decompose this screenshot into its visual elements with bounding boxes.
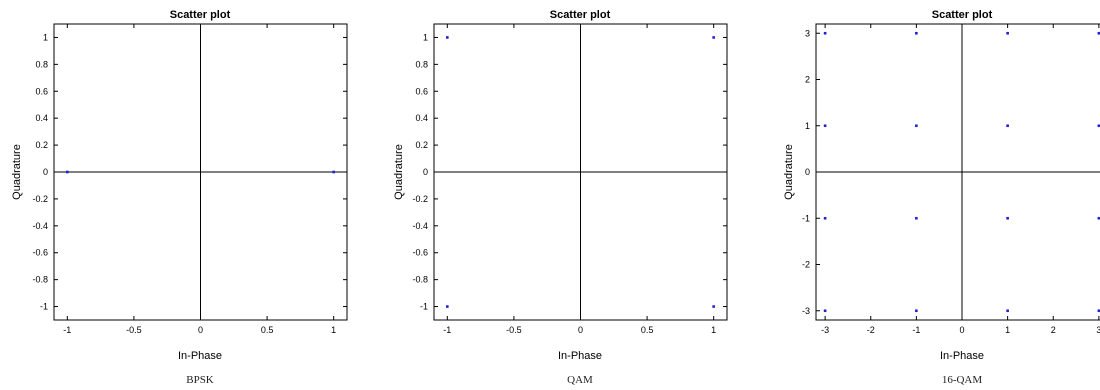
scatter-point: [712, 36, 715, 39]
y-tick-label: 0.4: [415, 113, 428, 123]
y-tick-label: 0.4: [35, 113, 48, 123]
x-tick-label: -1: [912, 325, 920, 335]
scatter-point: [915, 124, 918, 128]
x-axis-label: In-Phase: [940, 350, 984, 362]
x-tick-label: 1: [711, 325, 716, 335]
x-tick-label: 0.5: [261, 325, 274, 335]
y-tick-label: 0.6: [35, 86, 48, 96]
y-axis-label: Quadrature: [783, 144, 795, 200]
y-tick-label: 0.6: [415, 86, 428, 96]
scatter-point: [66, 170, 69, 174]
scatter-point: [823, 216, 827, 220]
y-tick-label: -0.4: [32, 221, 48, 231]
y-tick-label: 0.8: [35, 59, 48, 69]
y-axis-label: Quadrature: [393, 144, 405, 200]
scatter-point: [915, 309, 918, 313]
y-tick-label: 0.2: [35, 140, 48, 150]
scatter-point: [332, 170, 335, 174]
scatter-point: [1006, 31, 1009, 35]
scatter-point: [823, 31, 827, 35]
y-tick-label: -0.6: [412, 248, 428, 258]
scatter-point: [915, 31, 918, 35]
x-axis-label: In-Phase: [558, 350, 602, 362]
y-tick-label: 3: [805, 28, 810, 38]
scatter-panel-16qam: Scatter plot In-Phase Quadrature 16-QAM …: [783, 9, 1100, 386]
y-tick-label: -1: [420, 302, 428, 312]
y-axis-label: Quadrature: [11, 144, 23, 200]
y-tick-label: 0.2: [415, 140, 428, 150]
scatter-panel-bpsk: Scatter plot In-Phase Quadrature BPSK -1…: [11, 9, 348, 386]
y-tick-label: 0.8: [415, 59, 428, 69]
y-tick-label: 2: [805, 75, 810, 85]
x-tick-label: 0: [198, 325, 203, 335]
panel-title: Scatter plot: [170, 9, 231, 21]
x-tick-label: 2: [1051, 325, 1056, 335]
y-tick-label: -0.2: [412, 194, 428, 204]
scatter-panel-qam: Scatter plot In-Phase Quadrature QAM -1 -…: [393, 9, 728, 386]
panel-caption: BPSK: [186, 374, 214, 386]
y-tick-label: -3: [802, 306, 810, 316]
x-tick-label: -0.5: [506, 325, 522, 335]
x-tick-label: 0.5: [641, 325, 654, 335]
y-tick-label: -0.4: [412, 221, 428, 231]
x-tick-label: 1: [1005, 325, 1010, 335]
x-tick-label: 3: [1096, 325, 1100, 335]
y-tick-label: 1: [423, 32, 428, 42]
scatter-point: [1097, 31, 1100, 35]
y-tick-label: 1: [805, 121, 810, 131]
x-axis-label: In-Phase: [178, 350, 222, 362]
scatter-point: [1006, 309, 1009, 313]
panel-caption: QAM: [567, 374, 593, 386]
x-tick-label: -2: [867, 325, 875, 335]
y-tick-label: -0.8: [32, 275, 48, 285]
scatter-point: [823, 309, 827, 313]
panel-caption: 16-QAM: [942, 374, 983, 386]
y-tick-label: 1: [43, 32, 48, 42]
x-tick-label: -1: [63, 325, 71, 335]
scatter-point: [1097, 124, 1100, 128]
scatter-point: [1006, 124, 1009, 128]
scatter-point: [915, 216, 918, 220]
y-tick-label: 0: [43, 167, 48, 177]
y-tick-label: -0.6: [32, 248, 48, 258]
x-tick-label: 0: [959, 325, 964, 335]
scatter-point: [1006, 216, 1009, 220]
x-tick-label: -3: [821, 325, 829, 335]
scatter-point: [1097, 216, 1100, 220]
x-tick-label: -0.5: [126, 325, 142, 335]
scatter-point: [712, 305, 715, 308]
y-tick-label: 0: [805, 167, 810, 177]
y-tick-label: -1: [40, 302, 48, 312]
x-tick-label: 1: [331, 325, 336, 335]
scatter-point: [1097, 309, 1100, 313]
y-tick-label: -1: [802, 213, 810, 223]
panel-title: Scatter plot: [932, 9, 993, 21]
scatter-point: [446, 36, 449, 39]
scatter-point: [823, 124, 827, 128]
y-tick-label: 0: [423, 167, 428, 177]
x-tick-label: 0: [578, 325, 583, 335]
y-tick-label: -0.8: [412, 275, 428, 285]
y-tick-label: -0.2: [32, 194, 48, 204]
panel-title: Scatter plot: [550, 9, 611, 21]
x-tick-label: -1: [443, 325, 451, 335]
scatter-point: [446, 305, 449, 308]
y-tick-label: -2: [802, 260, 810, 270]
